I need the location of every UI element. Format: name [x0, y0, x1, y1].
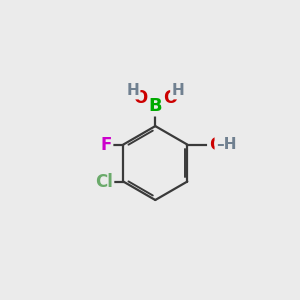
Text: –H: –H — [216, 137, 236, 152]
Text: O: O — [163, 88, 177, 106]
Text: F: F — [101, 136, 112, 154]
Text: Cl: Cl — [95, 172, 113, 190]
Text: O: O — [209, 136, 223, 154]
Text: O: O — [134, 88, 148, 106]
Text: B: B — [148, 97, 162, 115]
Text: H: H — [171, 83, 184, 98]
Text: H: H — [126, 83, 139, 98]
